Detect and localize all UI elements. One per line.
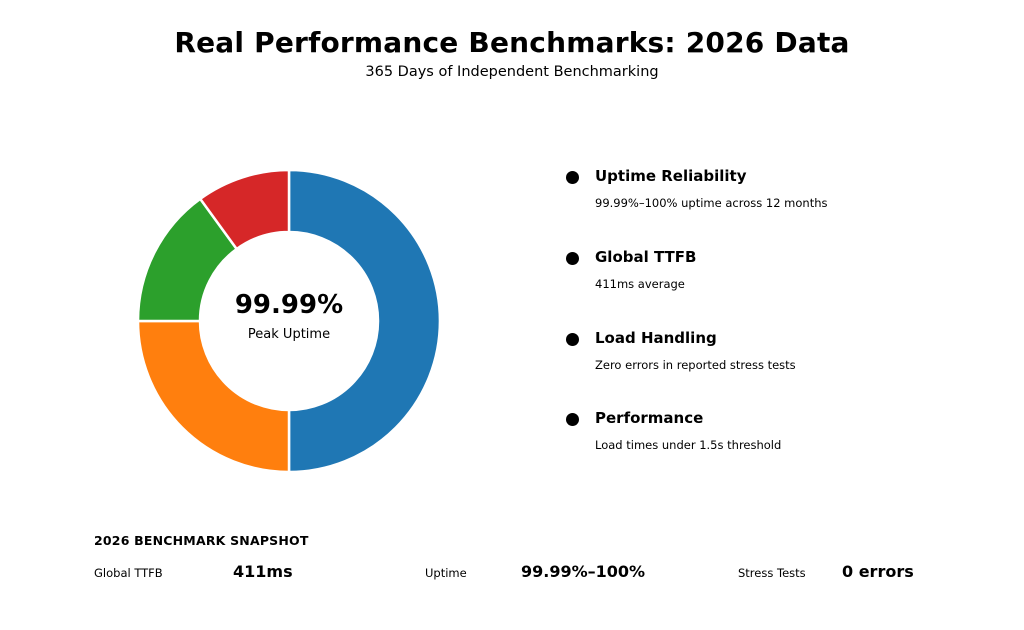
metric-title: Load Handling — [595, 329, 717, 347]
snapshot-value-ttfb: 411ms — [233, 562, 293, 581]
chart-title: Real Performance Benchmarks: 2026 Data — [174, 26, 850, 59]
metric-description: 411ms average — [595, 277, 685, 291]
donut-chart — [136, 168, 442, 474]
bullet-icon — [566, 252, 579, 265]
donut-slice-4 — [198, 168, 291, 251]
metric-description: Load times under 1.5s threshold — [595, 438, 782, 452]
metric-title: Performance — [595, 409, 704, 427]
metric-title: Uptime Reliability — [595, 167, 747, 185]
snapshot-value-uptime: 99.99%–100% — [521, 562, 646, 581]
chart-subtitle: 365 Days of Independent Benchmarking — [365, 64, 659, 80]
snapshot-label-uptime: Uptime — [425, 566, 467, 580]
donut-center-label: Peak Uptime — [247, 327, 331, 342]
metric-description: 99.99%–100% uptime across 12 months — [595, 196, 828, 210]
metric-title: Global TTFB — [595, 248, 697, 266]
snapshot-label-stress-tests: Stress Tests — [738, 566, 806, 580]
bullet-icon — [566, 171, 579, 184]
bullet-icon — [566, 333, 579, 346]
snapshot-value-stress-tests: 0 errors — [842, 562, 914, 581]
donut-slice-2 — [136, 319, 291, 474]
snapshot-label-ttfb: Global TTFB — [94, 566, 163, 580]
donut-center-value: 99.99% — [234, 290, 344, 320]
bullet-icon — [566, 413, 579, 426]
metric-description: Zero errors in reported stress tests — [595, 358, 796, 372]
donut-slice-1 — [287, 168, 442, 474]
snapshot-heading: 2026 BENCHMARK SNAPSHOT — [94, 533, 309, 548]
